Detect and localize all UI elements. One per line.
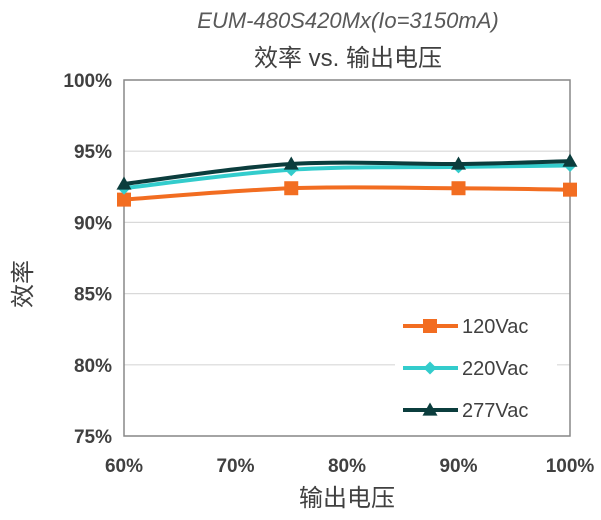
legend-label: 277Vac: [462, 400, 528, 422]
y-tick-label: 95%: [74, 142, 112, 163]
x-tick-label: 70%: [216, 456, 254, 477]
x-tick-label: 80%: [328, 456, 366, 477]
data-point-marker: [451, 156, 466, 170]
series-line: [122, 163, 572, 191]
x-tick-label: 60%: [105, 456, 143, 477]
series-line: [122, 185, 572, 202]
series-line: [122, 159, 572, 186]
y-tick-label: 90%: [74, 213, 112, 234]
chart-title: EUM-480S420Mx(Io=3150mA): [197, 8, 498, 33]
legend-label: 120Vac: [462, 316, 528, 338]
data-point-marker: [283, 156, 299, 170]
data-point-marker: [284, 181, 299, 196]
series-120Vac: [117, 181, 577, 207]
data-point-marker: [562, 153, 578, 167]
legend-marker: [422, 402, 438, 416]
chart-subtitle: 效率 vs. 输出电压: [254, 45, 442, 72]
x-tick-labels: 60% 70% 80% 90% 100%: [105, 456, 594, 477]
legend: 120Vac 220Vac 277Vac: [395, 307, 557, 429]
x-tick-label: 100%: [546, 456, 595, 477]
y-tick-label: 75%: [74, 427, 112, 448]
plot-area-border: [123, 79, 571, 437]
data-point-marker: [563, 182, 577, 197]
legend-item: 277Vac: [403, 400, 528, 422]
y-axis-title: 效率: [10, 260, 37, 308]
legend-marker: [423, 361, 437, 375]
legend-item: 120Vac: [403, 316, 528, 338]
x-tick-label: 90%: [439, 456, 477, 477]
y-tick-label: 85%: [74, 285, 112, 306]
legend-item: 220Vac: [403, 358, 528, 380]
data-point-marker: [116, 176, 132, 190]
y-tick-labels: 75% 80% 85% 90% 95% 100%: [63, 71, 112, 448]
series-277Vac: [116, 153, 578, 190]
legend-marker: [423, 319, 437, 333]
y-tick-label: 100%: [63, 71, 112, 92]
x-axis-title: 输出电压: [299, 485, 395, 512]
y-tick-label: 80%: [74, 356, 112, 377]
data-point-marker: [451, 181, 466, 196]
legend-label: 220Vac: [462, 358, 528, 380]
series-group: [116, 153, 578, 207]
data-point-marker: [117, 192, 131, 207]
